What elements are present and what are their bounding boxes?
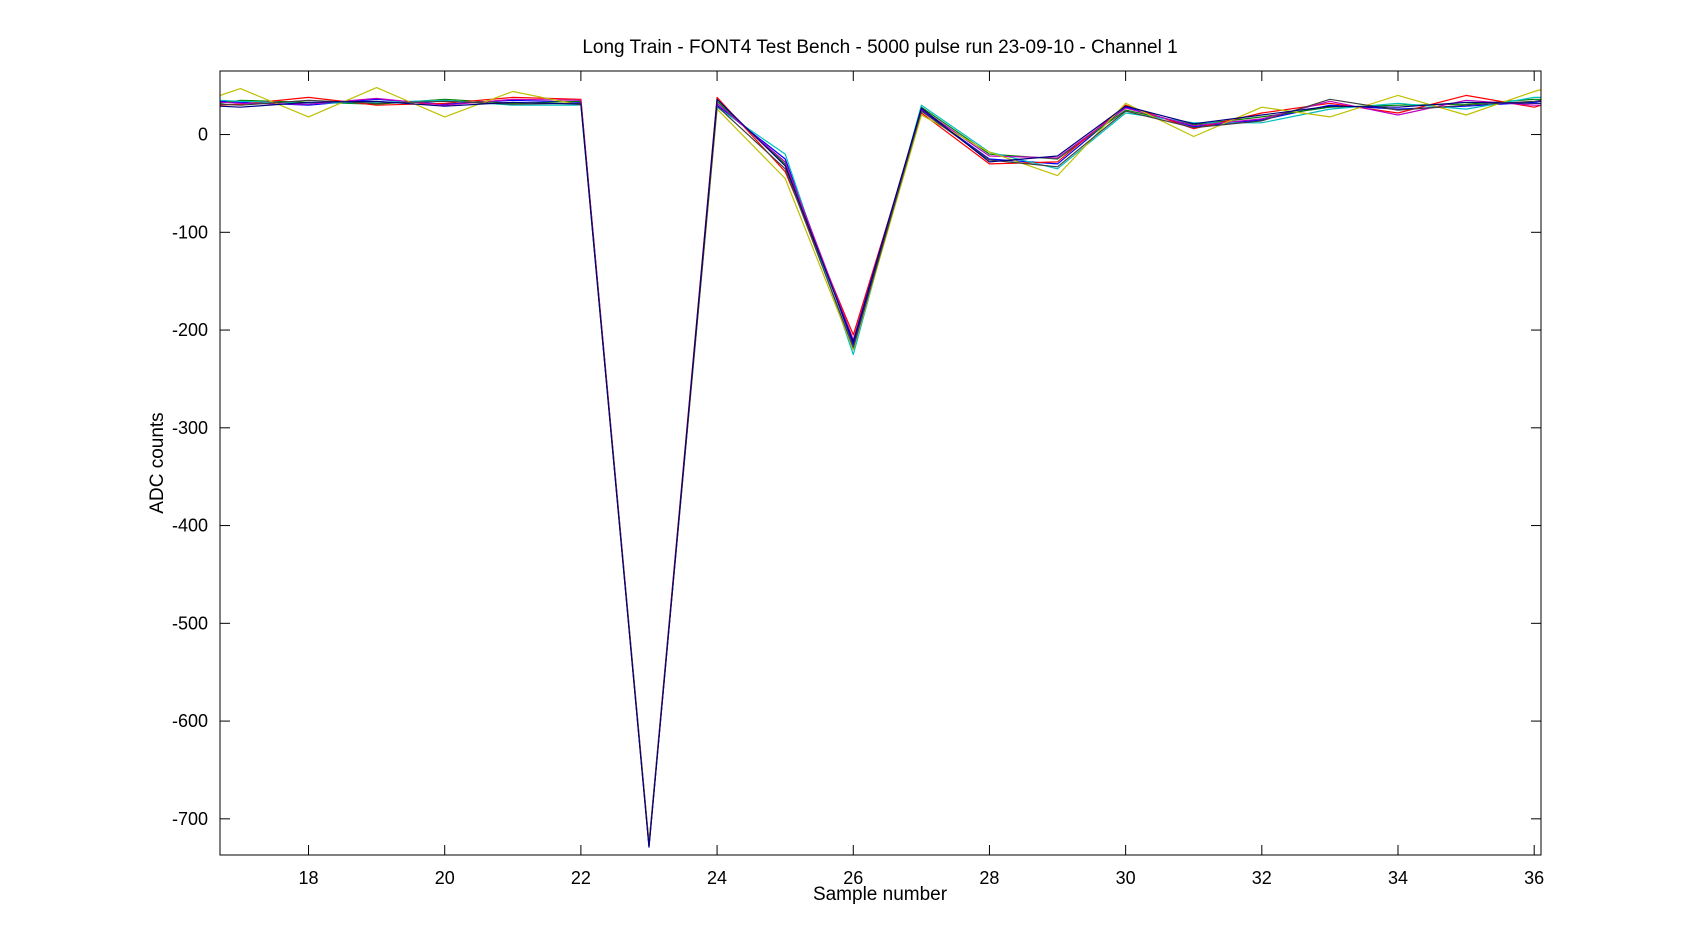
series-line-7 <box>220 98 1541 846</box>
y-axis: 0 -100 -200 -300 -400 -500 -600 -700 <box>172 125 1541 829</box>
series-line-6 <box>220 86 1541 845</box>
x-tick-label: 24 <box>707 868 727 888</box>
series-layer <box>220 86 1541 848</box>
y-tick-label: -700 <box>172 809 208 829</box>
x-tick-label: 22 <box>571 868 591 888</box>
x-tick-label: 20 <box>435 868 455 888</box>
x-tick-label: 30 <box>1116 868 1136 888</box>
series-line-2 <box>220 98 1541 845</box>
series-line-4 <box>220 96 1541 846</box>
series-line-5 <box>220 97 1541 847</box>
chart-title: Long Train - FONT4 Test Bench - 5000 pul… <box>582 37 1177 58</box>
series-line-3 <box>220 94 1541 844</box>
y-tick-label: -100 <box>172 222 208 242</box>
x-tick-label: 18 <box>299 868 319 888</box>
y-tick-label: -300 <box>172 418 208 438</box>
plot-frame <box>219 70 1542 856</box>
x-tick-label: 28 <box>979 868 999 888</box>
x-tick-label: 32 <box>1252 868 1272 888</box>
y-tick-label: -500 <box>172 613 208 633</box>
series-line-8 <box>220 98 1541 848</box>
series-line-1 <box>220 98 1541 847</box>
x-axis-label: Sample number <box>813 884 948 905</box>
y-tick-label: -200 <box>172 320 208 340</box>
x-tick-label: 36 <box>1524 868 1544 888</box>
y-tick-label: -400 <box>172 516 208 536</box>
y-tick-label: 0 <box>198 125 208 145</box>
x-axis: 18 20 22 24 26 28 30 32 34 36 <box>299 71 1544 888</box>
x-tick-label: 34 <box>1388 868 1408 888</box>
y-axis-label: ADC counts <box>147 412 168 513</box>
x-tick-label: 26 <box>843 868 863 888</box>
y-tick-label: -600 <box>172 711 208 731</box>
